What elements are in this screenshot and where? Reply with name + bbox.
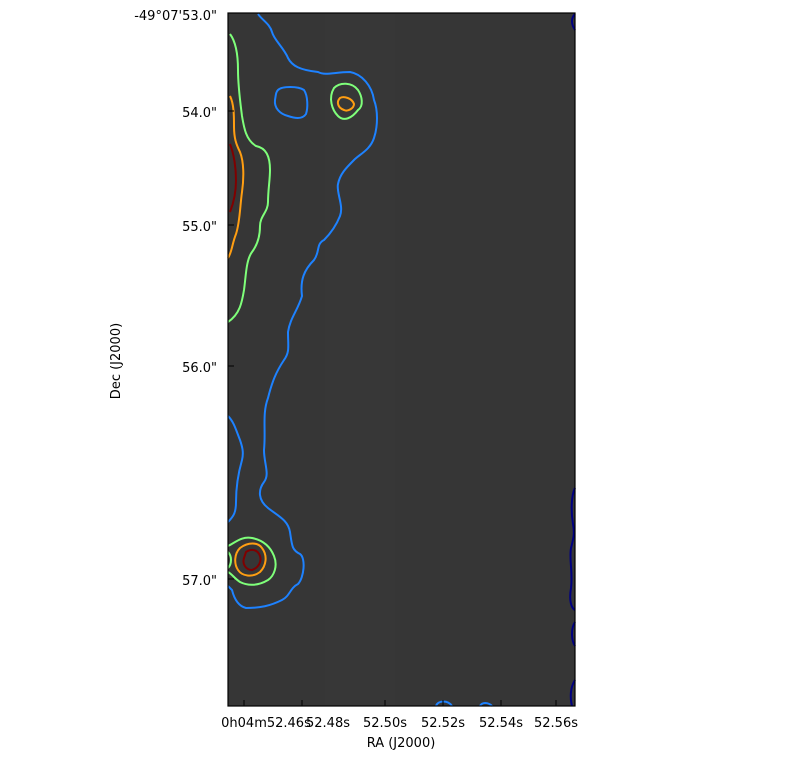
x-tick-label-5: 52.56s [534,716,578,731]
contour-layer [227,13,576,707]
x-tick-marks [243,700,557,706]
contour-navy-bottom [569,679,576,707]
contour-green-lower-edge [227,551,232,569]
x-tick-labels: 0h04m52.46s 52.48s 52.50s 52.52s 52.54s … [221,716,578,731]
y-axis-label: Dec (J2000) [109,323,124,399]
y-tick-label-2: 55.0" [182,220,217,235]
contour-red-left [229,143,238,213]
contour-orange-island [336,96,356,112]
contour-orange-left [227,95,245,259]
y-tick-label-1: 54.0" [182,106,217,121]
x-axis-label: RA (J2000) [367,736,436,751]
y-tick-label-4: 57.0" [182,574,217,589]
x-tick-label-1: 52.48s [306,716,350,731]
y-tick-label-3: 56.0" [182,361,217,376]
contour-blue-main [227,13,378,610]
contour-green-island [330,82,363,120]
contour-green-lower [227,536,277,586]
contour-orange-lower [234,542,267,577]
contour-navy-right-b [571,621,576,647]
contour-navy-right [569,487,576,611]
x-tick-label-0: 0h04m52.46s [221,716,311,731]
plot-frame [227,12,576,707]
contour-red-lower [242,548,262,572]
contour-blue-bottom-b [479,702,493,707]
image-streak [325,13,395,706]
x-tick-label-3: 52.52s [421,716,465,731]
contour-green-left [227,33,272,323]
contour-navy-top [571,13,576,31]
contour-blue-island [273,86,309,119]
y-tick-marks [228,12,234,580]
x-tick-label-4: 52.54s [479,716,523,731]
plot-area [228,13,575,706]
x-tick-label-2: 52.50s [363,716,407,731]
y-tick-labels: -49°07'53.0" 54.0" 55.0" 56.0" 57.0" [134,9,217,589]
y-tick-label-0: -49°07'53.0" [134,9,217,24]
contour-blue-lower-left [227,415,244,523]
